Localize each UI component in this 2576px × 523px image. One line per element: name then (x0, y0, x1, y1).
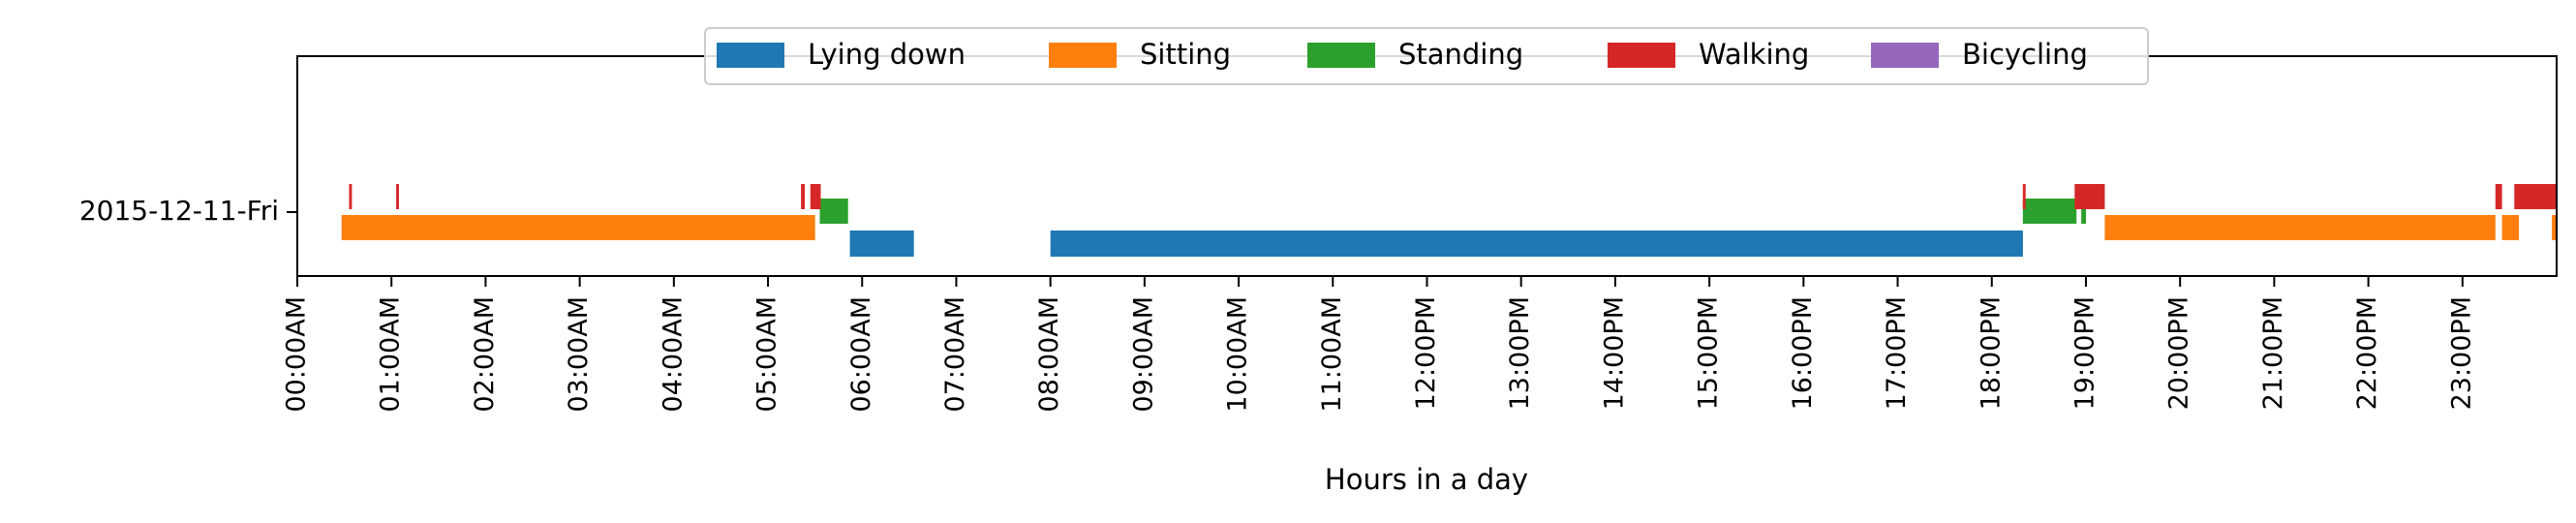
x-tick-label: 08:00AM (1034, 296, 1064, 413)
lying-down-bar (849, 231, 914, 257)
x-tick-label: 00:00AM (282, 296, 312, 413)
standing-bar (2081, 199, 2086, 224)
walking-bar (2495, 184, 2502, 209)
legend-label-lying-down: Lying down (808, 38, 966, 71)
x-tick-label: 05:00AM (752, 296, 782, 413)
x-tick-label: 22:00PM (2352, 296, 2382, 410)
x-axis-label: Hours in a day (1325, 463, 1528, 496)
legend-swatch-lying-down (717, 43, 784, 68)
x-tick-label: 21:00PM (2258, 296, 2288, 410)
walking-bar (810, 184, 821, 209)
legend-label-walking: Walking (1699, 38, 1809, 71)
x-tick-label: 20:00PM (2164, 296, 2194, 410)
sitting-bar (2501, 215, 2520, 240)
x-tick-label: 15:00PM (1694, 296, 1724, 410)
legend-swatch-bicycling (1871, 43, 1939, 68)
x-tick-label: 23:00PM (2446, 296, 2476, 410)
walking-bar (349, 184, 353, 209)
legend-swatch-walking (1608, 43, 1675, 68)
activity-bars (341, 184, 2557, 257)
standing-bar (2022, 199, 2077, 224)
walking-bar (2022, 184, 2026, 209)
x-tick-label: 16:00PM (1788, 296, 1818, 410)
legend-label-bicycling: Bicycling (1962, 38, 2088, 71)
x-tick-label: 18:00PM (1976, 296, 2006, 410)
x-tick-label: 14:00PM (1599, 296, 1629, 410)
walking-bar (2074, 184, 2105, 209)
y-tick-label: 2015-12-11-Fri (79, 195, 279, 227)
walking-bar (2514, 184, 2557, 209)
legend: Lying down Sitting Standing Walking Bicyclin… (704, 27, 2149, 85)
legend-frame (704, 27, 2149, 85)
y-axis: 2015-12-11-Fri (79, 195, 297, 227)
x-tick-label: 19:00PM (2070, 296, 2100, 410)
legend-swatch-standing (1307, 43, 1375, 68)
walking-bar (396, 184, 399, 209)
x-tick-label: 17:00PM (1882, 296, 1912, 410)
x-tick-label: 10:00AM (1223, 296, 1253, 413)
x-tick-label: 06:00AM (846, 296, 876, 413)
x-tick-label: 01:00AM (376, 296, 406, 413)
legend-swatch-sitting (1049, 43, 1117, 68)
x-tick-label: 09:00AM (1128, 296, 1158, 413)
walking-bar (801, 184, 805, 209)
standing-bar (819, 199, 848, 224)
legend-label-standing: Standing (1398, 38, 1523, 71)
x-tick-label: 04:00AM (658, 296, 688, 413)
x-tick-label: 02:00AM (470, 296, 500, 413)
legend-label-sitting: Sitting (1140, 38, 1231, 71)
lying-down-bar (1050, 231, 2023, 257)
x-tick-label: 13:00PM (1505, 296, 1535, 410)
sitting-bar (2104, 215, 2496, 240)
sitting-bar (2552, 215, 2557, 240)
x-tick-label: 12:00PM (1411, 296, 1441, 410)
x-tick-label: 03:00AM (564, 296, 594, 413)
sitting-bar (341, 215, 815, 240)
x-tick-label: 07:00AM (940, 296, 970, 413)
x-tick-label: 11:00AM (1317, 296, 1347, 413)
x-axis-ticks: 00:00AM 01:00AM 02:00AM 03:00AM 04:00AM 05:00… (282, 276, 2476, 413)
